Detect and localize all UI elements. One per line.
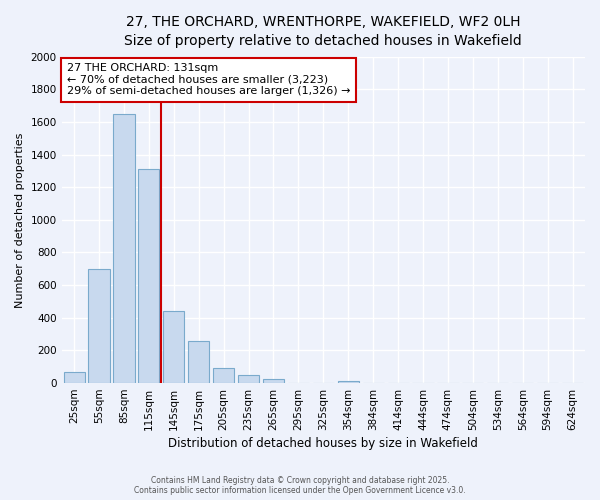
Bar: [163, 311, 184, 383]
Bar: [188, 342, 209, 383]
Bar: [113, 114, 134, 383]
Bar: [138, 169, 160, 383]
Bar: [213, 368, 234, 383]
Bar: [64, 372, 85, 383]
Title: 27, THE ORCHARD, WRENTHORPE, WAKEFIELD, WF2 0LH
Size of property relative to det: 27, THE ORCHARD, WRENTHORPE, WAKEFIELD, …: [124, 15, 522, 48]
Bar: [238, 375, 259, 383]
Text: Contains HM Land Registry data © Crown copyright and database right 2025.
Contai: Contains HM Land Registry data © Crown c…: [134, 476, 466, 495]
Y-axis label: Number of detached properties: Number of detached properties: [15, 132, 25, 308]
X-axis label: Distribution of detached houses by size in Wakefield: Distribution of detached houses by size …: [169, 437, 478, 450]
Bar: [88, 269, 110, 383]
Text: 27 THE ORCHARD: 131sqm
← 70% of detached houses are smaller (3,223)
29% of semi-: 27 THE ORCHARD: 131sqm ← 70% of detached…: [67, 63, 350, 96]
Bar: [338, 382, 359, 383]
Bar: [263, 379, 284, 383]
